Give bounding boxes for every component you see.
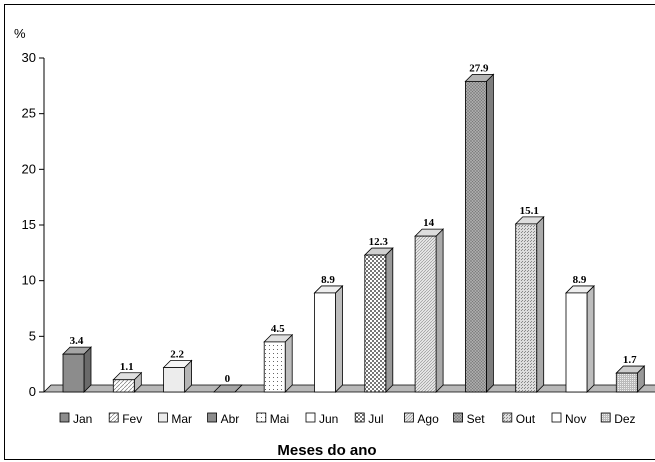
- legend-swatch-mar: [157, 412, 168, 423]
- legend-swatch-dez: [600, 412, 611, 423]
- data-label-jun: 8.9: [321, 274, 335, 286]
- data-label-jan: 3.4: [70, 335, 84, 347]
- x-axis-title: Meses do ano: [277, 442, 376, 459]
- bar-jun: [313, 284, 344, 393]
- bar-fev: [112, 371, 143, 393]
- data-labels-group: 3.4 1.1 2.2 0 4.5 8.9 12.3 14 27.9 15.1 8.9 1.7: [70, 62, 638, 385]
- y-axis: 0 5 10 15 20 25 30: [22, 50, 45, 399]
- bar-mai: [263, 333, 294, 393]
- y-tick-label: 5: [29, 328, 36, 343]
- legend-label-set: Set: [467, 412, 486, 426]
- legend-label-jan: Jan: [73, 412, 92, 426]
- bars-group: [62, 73, 646, 393]
- legend-swatch-jul: [354, 412, 365, 423]
- y-axis-unit-label: %: [14, 26, 26, 41]
- legend-label-out: Out: [516, 412, 536, 426]
- y-tick-label: 0: [29, 384, 36, 399]
- data-label-mai: 4.5: [271, 323, 285, 335]
- data-label-ago: 14: [423, 217, 435, 229]
- bar-abr: [212, 384, 243, 393]
- legend: Jan Fev Mar Abr Mai Jun Jul Ago Set Out Nov Dez: [59, 412, 636, 426]
- legend-swatch-jun: [305, 412, 316, 423]
- data-label-nov: 8.9: [573, 274, 587, 286]
- legend-label-mai: Mai: [270, 412, 289, 426]
- legend-swatch-set: [453, 412, 464, 423]
- legend-swatch-mai: [256, 412, 267, 423]
- y-tick-label: 30: [22, 50, 36, 65]
- legend-label-jul: Jul: [368, 412, 383, 426]
- legend-label-mar: Mar: [171, 412, 192, 426]
- bar-jul: [363, 247, 394, 393]
- legend-swatch-jan: [59, 412, 70, 423]
- y-tick-label: 25: [22, 106, 36, 121]
- legend-label-ago: Ago: [417, 412, 439, 426]
- data-label-set: 27.9: [469, 62, 489, 74]
- legend-swatch-nov: [551, 412, 562, 423]
- legend-swatch-out: [502, 412, 513, 423]
- legend-label-abr: Abr: [221, 412, 240, 426]
- legend-swatch-abr: [207, 412, 218, 423]
- data-label-fev: 1.1: [120, 361, 134, 373]
- y-tick-label: 10: [22, 273, 36, 288]
- legend-label-jun: Jun: [319, 412, 338, 426]
- bar-mar: [162, 359, 193, 393]
- bar-jan: [62, 346, 92, 393]
- legend-swatch-ago: [403, 412, 414, 423]
- bar-nov: [565, 284, 595, 393]
- data-label-abr: 0: [225, 373, 231, 385]
- legend-label-fev: Fev: [122, 412, 142, 426]
- chart-floor: [43, 384, 655, 393]
- legend-swatch-fev: [108, 412, 119, 423]
- legend-label-dez: Dez: [614, 412, 635, 426]
- y-tick-label: 20: [22, 161, 36, 176]
- data-label-out: 15.1: [520, 205, 539, 217]
- bar-out: [514, 215, 545, 393]
- bar-set: [464, 73, 495, 393]
- data-label-jul: 12.3: [369, 236, 389, 248]
- floor-plane: [43, 384, 655, 393]
- y-tick-label: 15: [22, 217, 36, 232]
- legend-label-nov: Nov: [565, 412, 586, 426]
- bar-dez: [615, 365, 646, 393]
- bar-ago: [414, 228, 445, 393]
- data-label-dez: 1.7: [623, 354, 637, 366]
- data-label-mar: 2.2: [170, 349, 184, 361]
